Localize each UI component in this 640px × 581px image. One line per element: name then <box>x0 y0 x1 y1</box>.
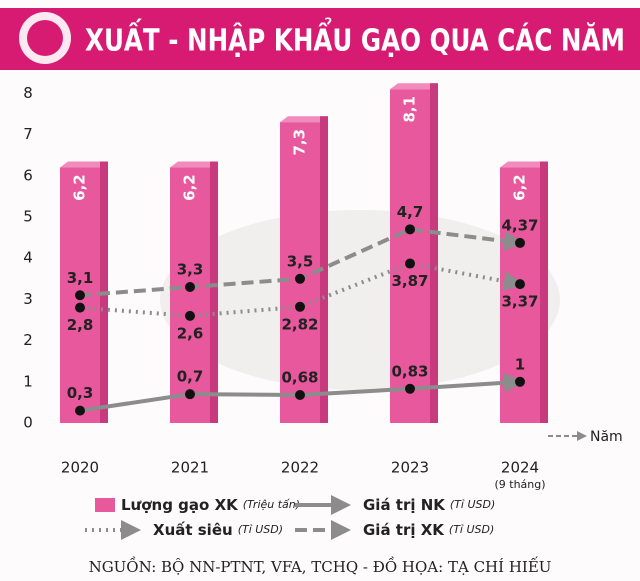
point-value-label: 0,7 <box>177 368 204 386</box>
point-value-label: 2,6 <box>177 324 204 342</box>
point-value-label: 0,3 <box>67 384 94 402</box>
header-band <box>0 8 640 70</box>
legend-unit: (Tỉ USD) <box>238 523 283 536</box>
y-tick-label: 1 <box>23 372 33 390</box>
bar-side <box>320 116 328 423</box>
legend-unit: (Tỉ USD) <box>449 523 494 536</box>
x-tick-label: 2021 <box>171 459 209 477</box>
legend-label: Xuất siêu <box>153 521 233 539</box>
source: NGUỒN: BỘ NN-PTNT, VFA, TCHQ - ĐỒ HỌA: T… <box>89 556 552 576</box>
point-value-label: 0,68 <box>281 368 318 386</box>
legend-entry: Giá trị XK (Tỉ USD) <box>363 521 494 539</box>
y-tick-label: 6 <box>23 166 33 184</box>
legend-entry: Giá trị NK (Tỉ USD) <box>363 496 495 514</box>
bar-top <box>170 161 218 168</box>
chart-title: XUẤT - NHẬP KHẨU GẠO QUA CÁC NĂM <box>85 18 625 59</box>
point-value-label: 3,37 <box>501 293 538 311</box>
point-value-label: 3,3 <box>177 261 204 279</box>
point-value-label: 4,37 <box>501 216 538 234</box>
y-tick-label: 7 <box>23 125 33 143</box>
bar <box>390 89 430 423</box>
bar <box>170 167 210 423</box>
point-value-label: 3,87 <box>391 272 428 290</box>
x-tick-label: 2023 <box>391 459 429 477</box>
bar-value-label: 6,2 <box>511 174 529 201</box>
point <box>75 302 85 313</box>
bar-value-label: 7,3 <box>291 129 309 156</box>
bar-value-label: 6,2 <box>181 174 199 201</box>
point <box>295 273 305 284</box>
point <box>185 389 195 400</box>
bar-side <box>430 83 438 423</box>
bar-top <box>500 161 548 168</box>
point <box>75 290 85 301</box>
bar-value-label: 8,1 <box>401 96 419 123</box>
legend-label: Lượng gạo XK <box>121 496 239 514</box>
bar-top <box>60 161 108 168</box>
rice-decoration <box>160 210 560 390</box>
legend-unit: (Triệu tấn) <box>243 498 300 511</box>
legend-entry: Xuất siêu (Tỉ USD) <box>153 521 283 539</box>
point <box>405 258 415 269</box>
point-value-label: 0,83 <box>391 362 428 380</box>
x-tick-label: 2022 <box>281 459 319 477</box>
bar-top <box>390 83 438 90</box>
bar-value-label: 6,2 <box>71 174 89 201</box>
point <box>75 405 85 416</box>
x-tick-label: 2024 <box>501 459 539 477</box>
point <box>405 224 415 235</box>
legend-swatch <box>95 498 115 512</box>
bar-side <box>210 161 218 423</box>
bar-top <box>280 116 328 123</box>
x-tick-label: 2020 <box>61 459 99 477</box>
point-value-label: 3,1 <box>67 269 94 287</box>
point <box>295 389 305 400</box>
y-tick-label: 5 <box>23 207 33 225</box>
point-value-label: 2,8 <box>67 316 94 334</box>
globe-icon-inner <box>27 20 63 56</box>
x-axis-label: Năm <box>590 429 623 445</box>
point <box>405 383 415 394</box>
x-annotation: (9 tháng) <box>494 478 545 491</box>
y-tick-label: 8 <box>23 84 33 102</box>
point-value-label: 3,5 <box>287 252 314 270</box>
point-value-label: 4,7 <box>397 203 424 221</box>
point <box>185 282 195 293</box>
point-value-label: 2,82 <box>281 315 318 333</box>
point <box>515 376 525 387</box>
y-tick-label: 0 <box>23 414 33 432</box>
legend-label: Giá trị NK <box>363 496 446 514</box>
y-tick-label: 3 <box>23 290 33 308</box>
legend-unit: (Tỉ USD) <box>450 498 495 511</box>
point <box>185 310 195 321</box>
bar-side <box>540 161 548 423</box>
y-tick-label: 2 <box>23 331 33 349</box>
point-value-label: 1 <box>515 355 525 373</box>
point <box>515 237 525 248</box>
legend-label: Giá trị XK <box>363 521 445 539</box>
point <box>515 279 525 290</box>
y-tick-label: 4 <box>23 249 33 267</box>
legend-entry: Lượng gạo XK (Triệu tấn) <box>121 496 300 514</box>
point <box>295 301 305 312</box>
